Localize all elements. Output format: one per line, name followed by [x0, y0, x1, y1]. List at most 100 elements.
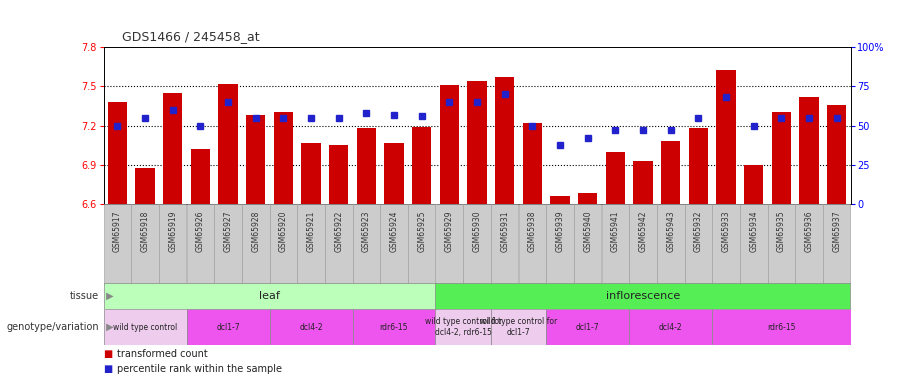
Bar	[661, 141, 680, 204]
Bar	[550, 196, 570, 204]
Bar	[578, 192, 598, 204]
Bar	[523, 123, 542, 204]
Text: GSM65928: GSM65928	[251, 211, 260, 252]
Bar	[436, 283, 850, 309]
Text: rdr6-15: rdr6-15	[767, 322, 796, 332]
Bar	[629, 204, 657, 285]
Bar	[574, 204, 601, 285]
Text: GSM65932: GSM65932	[694, 211, 703, 252]
Bar	[329, 145, 348, 204]
Text: genotype/variation: genotype/variation	[6, 322, 99, 332]
Text: leaf: leaf	[259, 291, 280, 301]
Text: GSM65926: GSM65926	[196, 211, 205, 252]
Bar	[353, 204, 380, 285]
Text: GSM65924: GSM65924	[390, 211, 399, 252]
Text: GSM65927: GSM65927	[223, 211, 232, 252]
Bar	[436, 309, 490, 345]
Bar	[353, 309, 436, 345]
Text: GSM65923: GSM65923	[362, 211, 371, 252]
Bar	[629, 309, 712, 345]
Bar	[518, 204, 546, 285]
Bar	[104, 204, 131, 285]
Text: GSM65937: GSM65937	[832, 211, 842, 252]
Bar	[495, 77, 514, 204]
Text: GSM65918: GSM65918	[140, 211, 149, 252]
Bar	[771, 112, 791, 204]
Text: GSM65917: GSM65917	[112, 211, 122, 252]
Bar	[601, 204, 629, 285]
Bar	[491, 309, 546, 345]
Text: GSM65938: GSM65938	[527, 211, 536, 252]
Text: GSM65920: GSM65920	[279, 211, 288, 252]
Bar	[439, 85, 459, 204]
Bar	[274, 112, 293, 204]
Bar	[135, 168, 155, 204]
Bar	[214, 204, 242, 285]
Bar	[384, 142, 404, 204]
Bar	[688, 128, 708, 204]
Bar	[163, 93, 183, 204]
Text: GSM65921: GSM65921	[307, 211, 316, 252]
Text: dcl1-7: dcl1-7	[216, 322, 239, 332]
Bar	[740, 204, 768, 285]
Text: GSM65942: GSM65942	[638, 211, 647, 252]
Text: GSM65940: GSM65940	[583, 211, 592, 252]
Text: ■: ■	[104, 364, 112, 374]
Bar	[712, 204, 740, 285]
Text: dcl4-2: dcl4-2	[299, 322, 323, 332]
Bar	[546, 309, 629, 345]
Bar	[827, 105, 846, 204]
Bar	[269, 309, 353, 345]
Bar	[269, 204, 297, 285]
Text: percentile rank within the sample: percentile rank within the sample	[117, 364, 282, 374]
Text: GSM65930: GSM65930	[472, 211, 482, 252]
Bar	[356, 128, 376, 204]
Text: GSM65919: GSM65919	[168, 211, 177, 252]
Text: GSM65929: GSM65929	[445, 211, 454, 252]
Text: GSM65934: GSM65934	[749, 211, 758, 252]
Bar	[380, 204, 408, 285]
Bar	[191, 149, 210, 204]
Text: tissue: tissue	[70, 291, 99, 301]
Bar	[799, 97, 819, 204]
Text: GSM65939: GSM65939	[555, 211, 564, 252]
Text: GSM65935: GSM65935	[777, 211, 786, 252]
Bar	[297, 204, 325, 285]
Text: GSM65943: GSM65943	[666, 211, 675, 252]
Text: dcl1-7: dcl1-7	[576, 322, 599, 332]
Bar	[712, 309, 850, 345]
Bar	[219, 84, 238, 204]
Text: wild type control: wild type control	[112, 322, 177, 332]
Bar	[464, 204, 490, 285]
Text: ▶: ▶	[103, 322, 113, 332]
Text: GDS1466 / 245458_at: GDS1466 / 245458_at	[122, 30, 259, 43]
Bar	[796, 204, 823, 285]
Bar	[186, 204, 214, 285]
Bar	[823, 204, 850, 285]
Text: GSM65922: GSM65922	[334, 211, 343, 252]
Bar	[246, 115, 266, 204]
Bar	[158, 204, 186, 285]
Bar	[491, 204, 518, 285]
Text: transformed count: transformed count	[117, 350, 208, 359]
Bar	[186, 309, 269, 345]
Text: GSM65941: GSM65941	[611, 211, 620, 252]
Bar	[606, 152, 625, 204]
Bar	[744, 165, 763, 204]
Bar	[546, 204, 574, 285]
Bar	[108, 102, 127, 204]
Bar	[302, 142, 320, 204]
Bar	[131, 204, 158, 285]
Bar	[242, 204, 269, 285]
Text: GSM65936: GSM65936	[805, 211, 814, 252]
Text: wild type control for
dcl1-7: wild type control for dcl1-7	[480, 318, 557, 337]
Text: dcl4-2: dcl4-2	[659, 322, 682, 332]
Text: rdr6-15: rdr6-15	[380, 322, 409, 332]
Bar	[467, 81, 487, 204]
Text: GSM65931: GSM65931	[500, 211, 509, 252]
Bar	[325, 204, 353, 285]
Text: GSM65925: GSM65925	[418, 211, 427, 252]
Bar	[412, 127, 431, 204]
Bar	[634, 161, 652, 204]
Text: ▶: ▶	[103, 291, 113, 301]
